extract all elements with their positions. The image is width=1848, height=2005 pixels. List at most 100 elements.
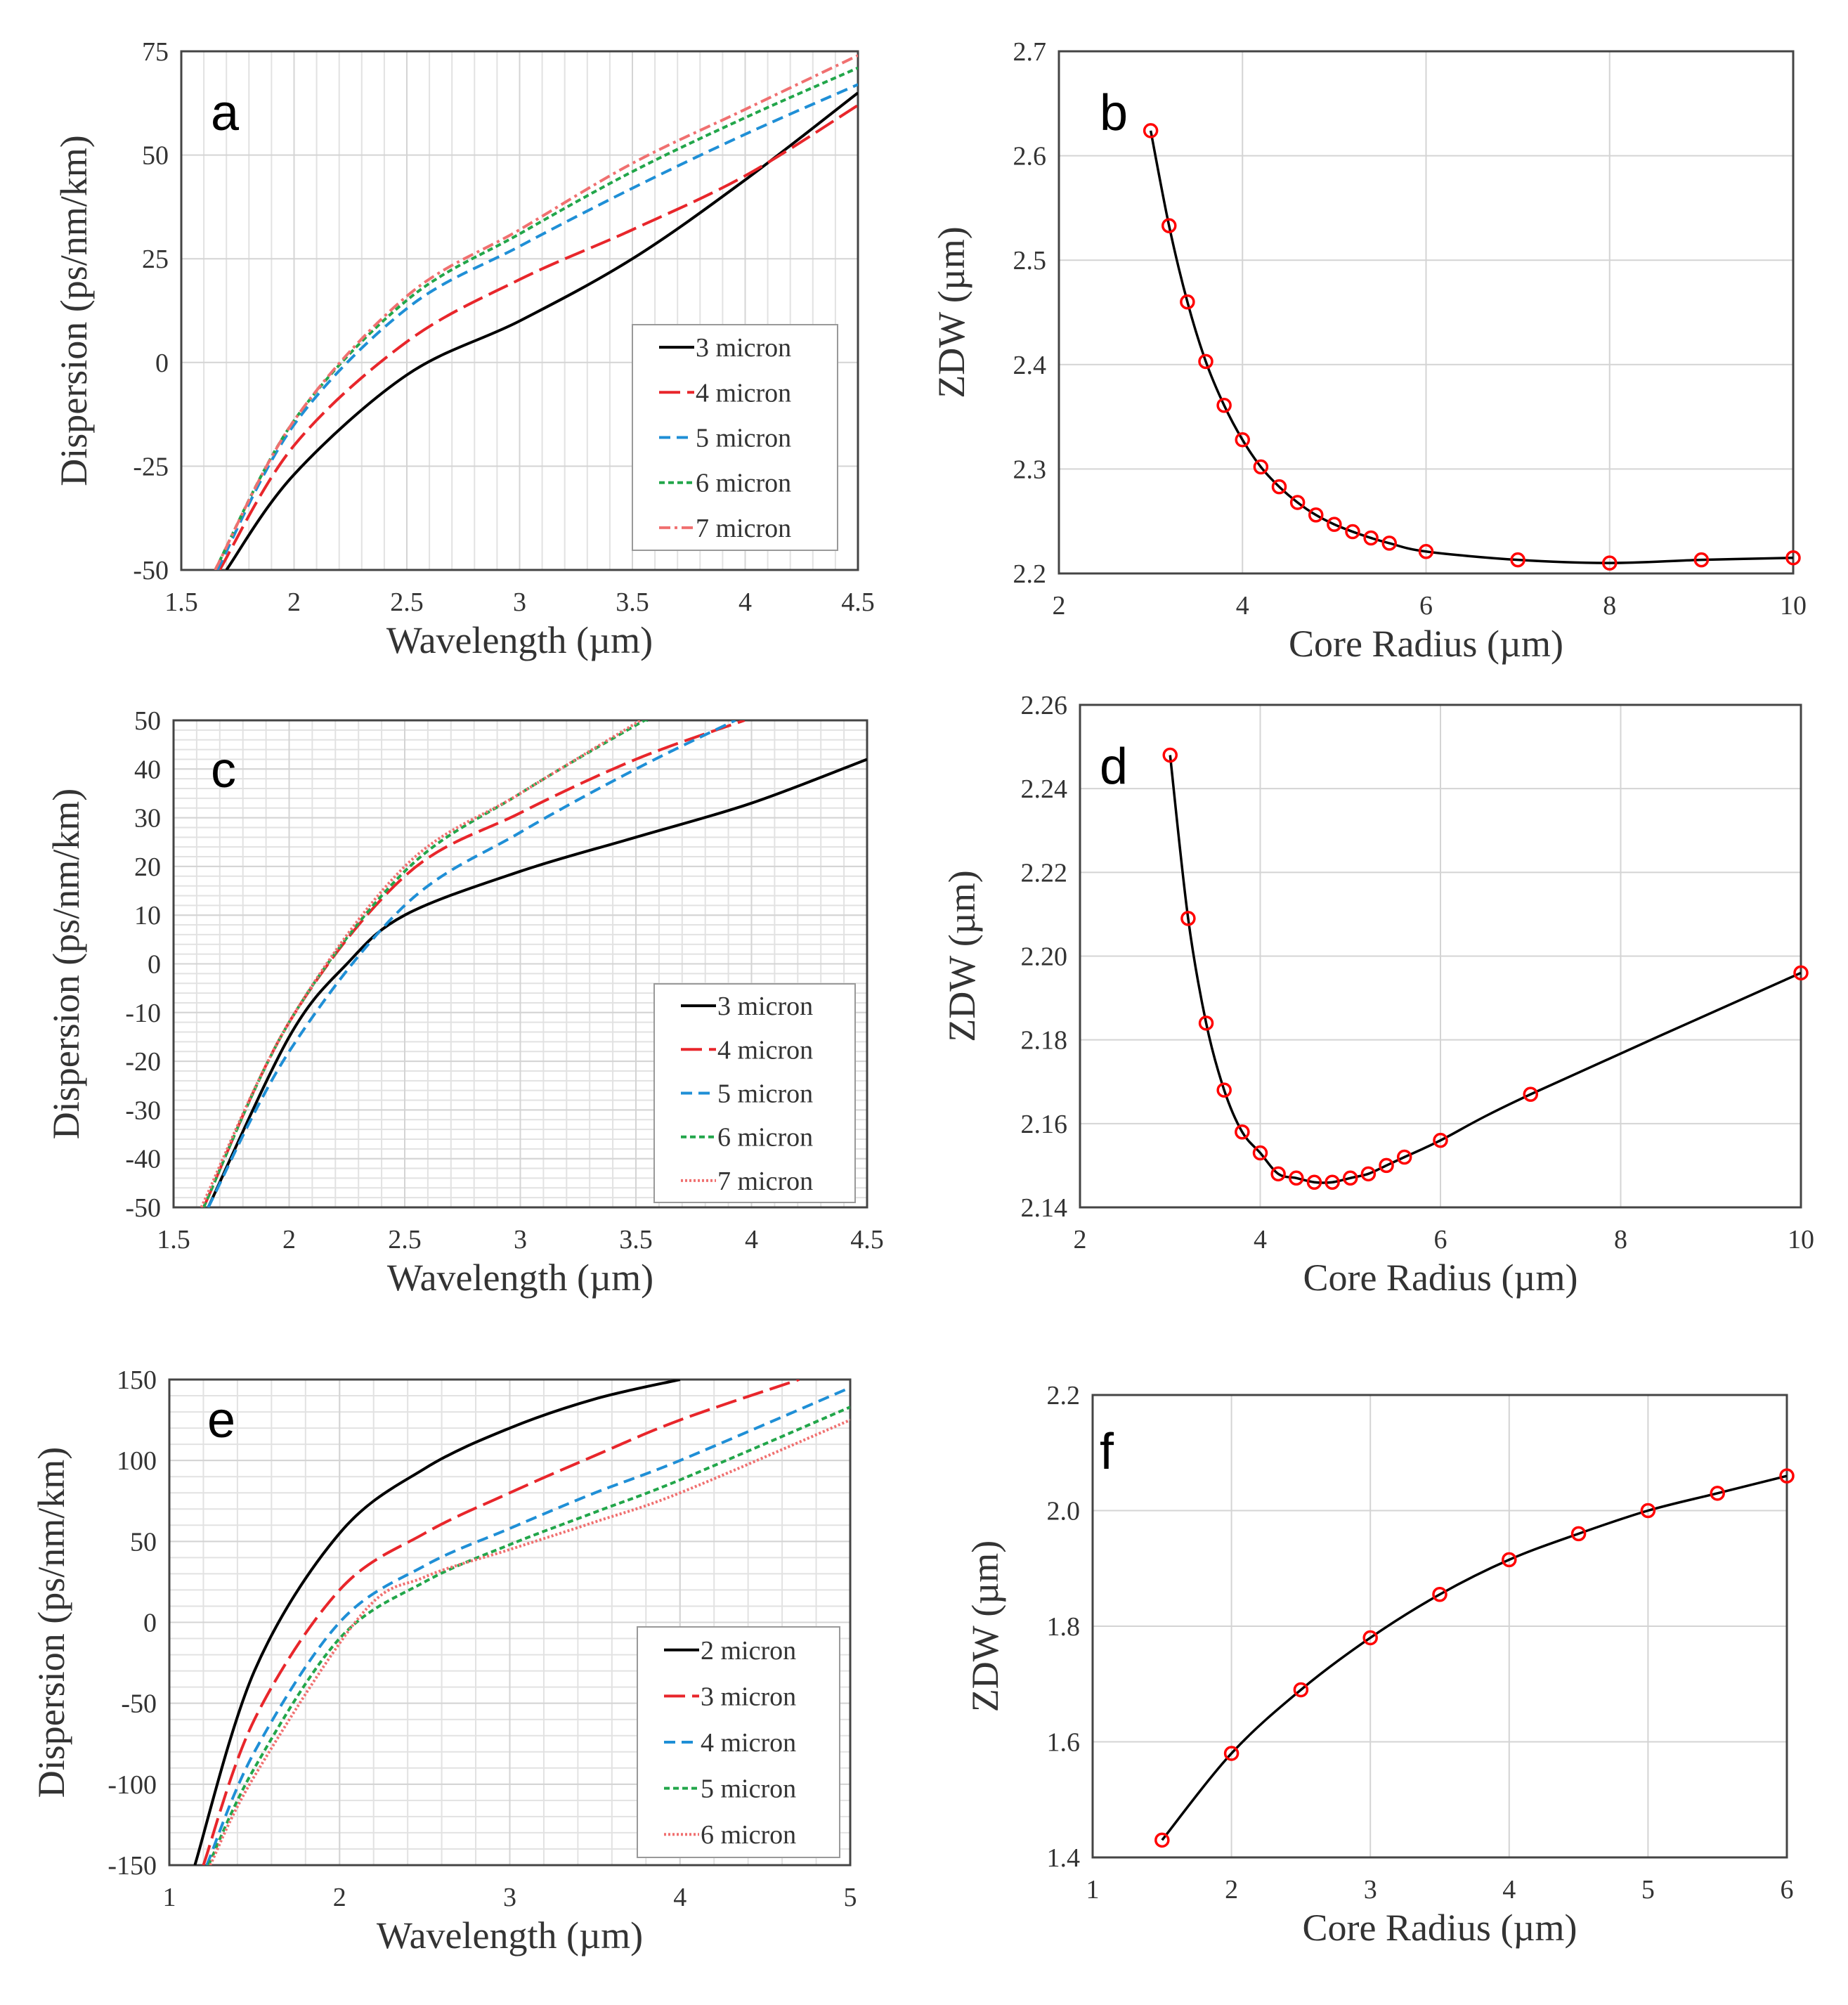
- y-tick-label: 25: [142, 245, 169, 274]
- data-point-marker: [1198, 353, 1213, 370]
- data-point-marker: [1308, 507, 1324, 523]
- y-tick-label: -30: [125, 1096, 161, 1125]
- y-tick-label: 2.4: [1013, 351, 1047, 380]
- legend-label: 7 micron: [696, 514, 791, 543]
- plot-frame: [168, 1378, 852, 1867]
- x-tick-label: 2: [282, 1225, 296, 1254]
- x-tick-label: 4: [738, 588, 752, 617]
- y-tick-label: -10: [125, 999, 161, 1028]
- series-line-3-micron: [207, 758, 867, 1207]
- data-point-marker: [1293, 1682, 1309, 1698]
- series-line-ZDW: [1169, 755, 1801, 1184]
- y-tick-label: 2.22: [1021, 858, 1068, 888]
- x-axis-title: Wavelength (µm): [377, 1914, 643, 1957]
- data-point-marker: [1379, 1157, 1394, 1174]
- data-point-marker: [1785, 550, 1801, 566]
- y-tick-label: 30: [134, 804, 161, 833]
- y-tick-label: 0: [148, 950, 161, 980]
- series-line-5-micron: [207, 720, 736, 1207]
- data-point-marker: [1418, 544, 1434, 559]
- data-point-marker: [1180, 911, 1196, 926]
- y-tick-label: -40: [125, 1145, 161, 1174]
- panel-letter: d: [1100, 739, 1128, 795]
- data-point-marker: [1433, 1132, 1448, 1148]
- panel-d: 2 4 6 8 10 2.14 2.16 2.18 2.20 2.22 2.24 2.26 Core R…: [941, 691, 1814, 1299]
- legend-label: 3 micron: [696, 333, 791, 363]
- series-line-2-micron: [193, 1380, 681, 1865]
- legend-label: 6 micron: [696, 469, 791, 498]
- panel-letter: a: [211, 85, 240, 141]
- y-axis-title: Dispersion (ps/nm/km): [30, 1447, 72, 1798]
- data-point-marker: [1289, 1170, 1304, 1186]
- y-tick-label: 40: [134, 755, 161, 784]
- data-point-marker: [1180, 294, 1195, 310]
- y-axis-title: Dispersion (ps/nm/km): [53, 135, 95, 486]
- x-tick-label: 6: [1781, 1875, 1794, 1905]
- legend-label: 5 micron: [696, 424, 791, 453]
- data-point-marker: [1510, 552, 1525, 568]
- y-tick-label: 2.3: [1013, 455, 1047, 484]
- y-tick-label: 2.7: [1013, 37, 1047, 67]
- data-point-marker: [1396, 1149, 1412, 1165]
- legend-label: 5 micron: [717, 1079, 813, 1109]
- y-tick-label: 1.4: [1047, 1843, 1081, 1873]
- data-point-marker: [1253, 459, 1269, 475]
- x-tick-label: 4: [1502, 1875, 1516, 1905]
- plot-frame: [180, 50, 859, 571]
- y-axis-title: Dispersion (ps/nm/km): [45, 789, 87, 1139]
- x-tick-label: 2.5: [388, 1225, 422, 1254]
- plot-frame: [1079, 703, 1802, 1209]
- panel-letter: b: [1100, 85, 1128, 141]
- x-tick-label: 3: [513, 588, 526, 617]
- y-axis-title: ZDW (µm): [930, 226, 972, 398]
- series-line-5-micron: [216, 83, 858, 570]
- data-point-marker: [1602, 555, 1618, 571]
- y-tick-label: 2.18: [1021, 1026, 1068, 1056]
- data-point-marker: [1143, 123, 1159, 138]
- data-point-marker: [1710, 1486, 1725, 1501]
- x-axis-title: Wavelength (µm): [386, 619, 653, 661]
- x-tick-label: 4: [745, 1225, 758, 1254]
- legend-label: 7 micron: [717, 1167, 813, 1196]
- y-tick-label: 2.2: [1047, 1381, 1081, 1410]
- x-tick-label: 1: [1086, 1875, 1100, 1905]
- y-tick-label: 50: [142, 141, 169, 171]
- series-line-ZDW: [1161, 1474, 1787, 1841]
- data-point-marker: [1289, 495, 1306, 510]
- x-tick-label: 2: [333, 1883, 346, 1912]
- x-tick-label: 5: [1641, 1875, 1655, 1905]
- x-tick-label: 4: [1254, 1225, 1267, 1254]
- series-line-3-micron: [202, 1380, 800, 1865]
- data-point-marker: [1216, 398, 1232, 413]
- series-line-3-micron: [225, 91, 858, 570]
- x-tick-label: 4: [673, 1883, 687, 1912]
- y-tick-label: 1.8: [1047, 1612, 1081, 1642]
- data-point-marker: [1502, 1552, 1517, 1568]
- y-tick-label: 2.14: [1021, 1193, 1068, 1223]
- data-point-marker: [1162, 747, 1178, 763]
- y-tick-label: 50: [134, 706, 161, 736]
- legend-label: 6 micron: [717, 1123, 813, 1153]
- panel-b: 2 4 6 8 10 2.2 2.3 2.4 2.5 2.6 2.7 Core Radius (µm)…: [930, 37, 1807, 665]
- y-tick-label: -50: [121, 1689, 157, 1719]
- legend-label: 6 micron: [701, 1820, 796, 1850]
- y-tick-label: 2.6: [1013, 142, 1047, 171]
- x-tick-label: 2: [287, 588, 301, 617]
- series-line-4-micron: [205, 1386, 850, 1865]
- y-tick-label: 75: [142, 37, 169, 67]
- y-tick-label: 2.0: [1047, 1497, 1081, 1526]
- legend-label: 2 micron: [701, 1636, 796, 1666]
- x-axis-title: Core Radius (µm): [1289, 623, 1563, 665]
- series-line-7-micron: [200, 720, 642, 1207]
- x-tick-label: 3: [1364, 1875, 1377, 1905]
- legend: 3 micron 4 micron 5 micron 6 micron 7 micron: [632, 324, 838, 551]
- x-tick-label: 2: [1074, 1225, 1087, 1254]
- panel-e: 1 2 3 4 5 -150 -100 -50 0 50 100 150 Wavelength (µm)…: [30, 1365, 857, 1957]
- x-tick-label: 5: [844, 1883, 857, 1912]
- data-point-marker: [1271, 479, 1287, 495]
- y-tick-label: -20: [125, 1047, 161, 1077]
- data-point-marker: [1362, 1630, 1378, 1646]
- data-point-marker: [1216, 1082, 1232, 1098]
- y-tick-label: 2.26: [1021, 691, 1068, 720]
- series-line-ZDW: [1149, 130, 1793, 564]
